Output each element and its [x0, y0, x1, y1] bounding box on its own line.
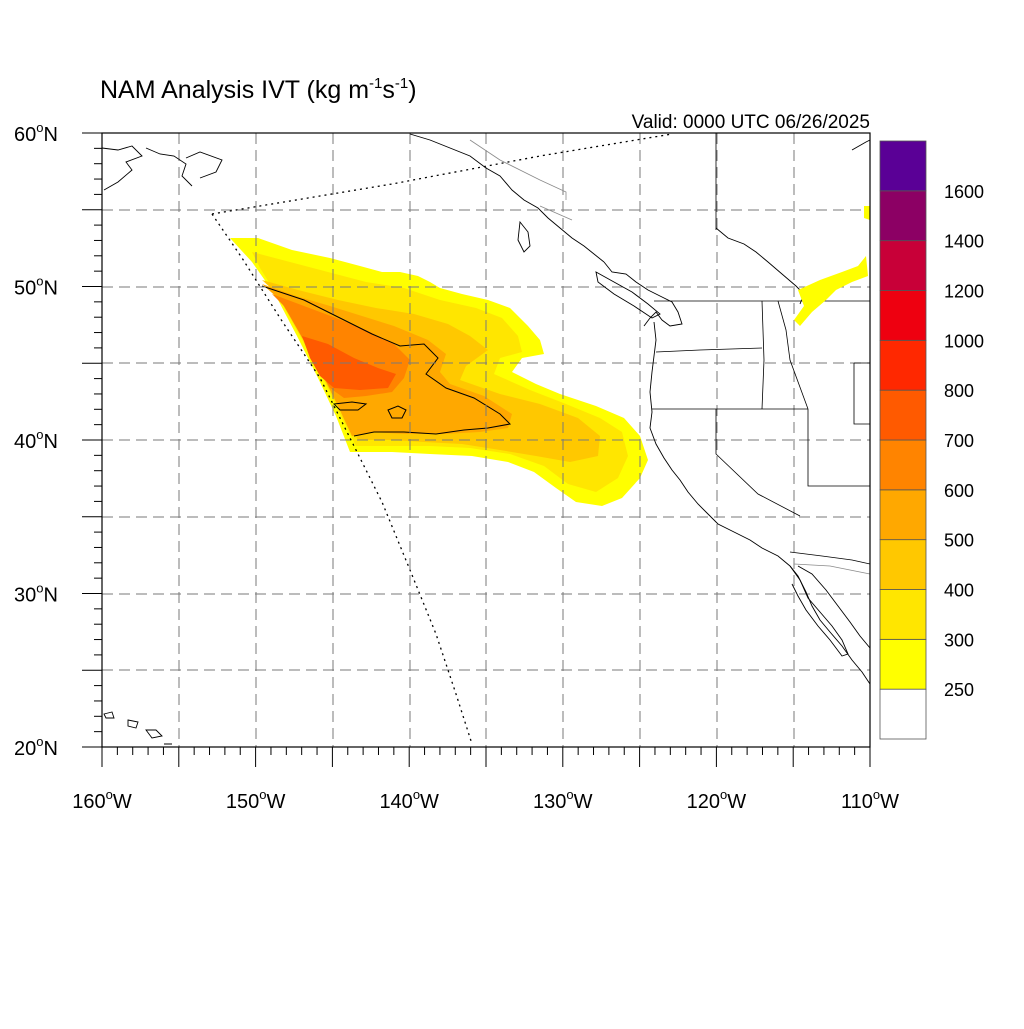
coast-haida-gwaii [517, 220, 531, 253]
coast-us-west [649, 321, 871, 685]
border-nv-az [807, 409, 870, 487]
colorbar-swatch [879, 339, 927, 391]
contour-500-main [261, 285, 512, 437]
coast-alaska [101, 133, 605, 263]
colorbar-swatch [879, 290, 927, 341]
lon-label: 130oW [533, 787, 593, 813]
colorbar-swatch [879, 638, 927, 690]
colorbar-label: 1200 [944, 282, 984, 302]
axis-ticks [82, 132, 871, 767]
colorbar: 250 300 400 500 600 700 800 1000 1200 1400 1600 [879, 140, 984, 740]
valid-time-label: Valid: 0000 UTC 06/26/2025 [632, 112, 870, 133]
lon-label: 120oW [687, 787, 747, 813]
title-close: ) [408, 76, 416, 104]
coast-baja [789, 565, 871, 657]
border-or-id [761, 300, 765, 410]
colorbar-swatch [879, 688, 927, 740]
colorbar-swatch [879, 589, 927, 640]
lat-label: 30oN [14, 581, 58, 607]
colorbar-swatch [879, 190, 927, 242]
lon-label: 110oW [841, 787, 899, 813]
lat-label: 40oN [14, 427, 58, 453]
colorbar-swatch [879, 389, 927, 441]
lat-label: 50oN [14, 274, 58, 300]
title-s: s [382, 76, 395, 104]
coast-hawaii [103, 711, 172, 745]
colorbar-label: 400 [944, 581, 974, 601]
border-ca-nv [715, 409, 801, 517]
lat-label: 60oN [14, 120, 58, 146]
colorbar-swatch [879, 140, 927, 192]
border-wa-or [655, 347, 763, 353]
borders-light [469, 139, 871, 575]
colorbar-swatch [879, 439, 927, 491]
ivt-region-montana-2 [864, 206, 870, 220]
lat-lon-grid [102, 133, 870, 747]
contour-500-west [332, 401, 368, 411]
lon-label: 150oW [226, 787, 286, 813]
border-mt-wy [853, 362, 870, 425]
border-id-mt [777, 300, 809, 410]
lat-label: 20oN [14, 734, 58, 760]
colorbar-label: 300 [944, 630, 974, 650]
title-exponent-1: -1 [369, 75, 382, 92]
colorbar-label: 250 [944, 680, 974, 700]
lon-label: 160oW [72, 787, 132, 813]
colorbar-label: 800 [944, 381, 974, 401]
contour-600-island [387, 405, 407, 419]
colorbar-label: 1600 [944, 182, 984, 202]
colorbar-swatch [879, 539, 927, 590]
lon-label: 140oW [379, 787, 439, 813]
longitude-labels: 160oW 150oW 140oW 130oW 120oW 110oW [72, 787, 899, 813]
title-exponent-2: -1 [395, 75, 408, 92]
colorbar-label: 500 [944, 531, 974, 551]
colorbar-label: 700 [944, 431, 974, 451]
colorbar-swatch [879, 240, 927, 291]
ivt-region-montana [794, 256, 868, 326]
border-us-mexico [789, 551, 871, 565]
coastlines [101, 133, 871, 745]
nam-domain-boundary [211, 133, 673, 745]
colorbar-label: 600 [944, 481, 974, 501]
latitude-labels: 60oN 50oN 40oN 30oN 20oN [14, 120, 58, 760]
ivt-contours [261, 285, 512, 437]
coast-vancouver-island [595, 271, 661, 319]
colorbar-swatch [879, 489, 927, 541]
colorbar-label: 1400 [944, 232, 984, 252]
political-borders [652, 133, 871, 565]
title-main: NAM Analysis IVT (kg m [100, 76, 369, 104]
coast-bc [603, 261, 683, 327]
colorbar-label: 1000 [944, 331, 984, 351]
figure-title: NAM Analysis IVT (kg m-1s-1) [100, 75, 417, 104]
ivt-shading [230, 238, 648, 506]
